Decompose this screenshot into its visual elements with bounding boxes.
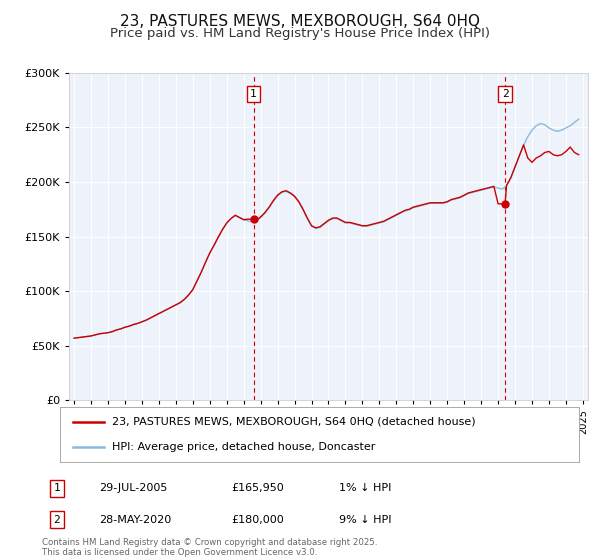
Text: 1: 1 (53, 483, 61, 493)
Text: 2: 2 (53, 515, 61, 525)
Text: 29-JUL-2005: 29-JUL-2005 (99, 483, 167, 493)
Text: 1% ↓ HPI: 1% ↓ HPI (339, 483, 391, 493)
Text: 9% ↓ HPI: 9% ↓ HPI (339, 515, 391, 525)
Text: 23, PASTURES MEWS, MEXBOROUGH, S64 0HQ: 23, PASTURES MEWS, MEXBOROUGH, S64 0HQ (120, 14, 480, 29)
Text: £165,950: £165,950 (231, 483, 284, 493)
Text: 28-MAY-2020: 28-MAY-2020 (99, 515, 171, 525)
Text: HPI: Average price, detached house, Doncaster: HPI: Average price, detached house, Donc… (112, 442, 375, 452)
Text: Contains HM Land Registry data © Crown copyright and database right 2025.
This d: Contains HM Land Registry data © Crown c… (42, 538, 377, 557)
Text: 23, PASTURES MEWS, MEXBOROUGH, S64 0HQ (detached house): 23, PASTURES MEWS, MEXBOROUGH, S64 0HQ (… (112, 417, 476, 427)
Text: £180,000: £180,000 (231, 515, 284, 525)
Text: Price paid vs. HM Land Registry's House Price Index (HPI): Price paid vs. HM Land Registry's House … (110, 27, 490, 40)
Text: 1: 1 (250, 89, 257, 99)
Text: 2: 2 (502, 89, 508, 99)
